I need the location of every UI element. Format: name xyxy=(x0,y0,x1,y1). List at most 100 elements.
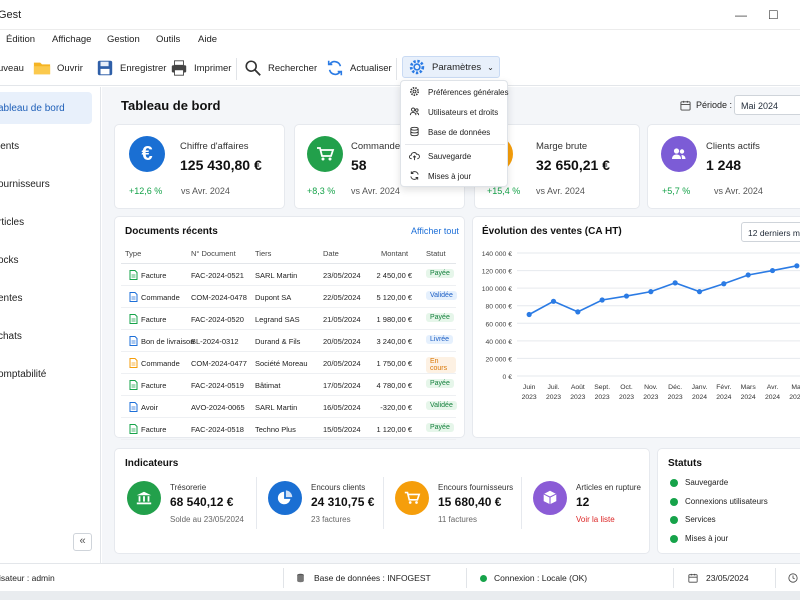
chart-range-select[interactable]: 12 derniers m xyxy=(741,222,800,242)
settings-button[interactable]: Paramètres ⌄ xyxy=(402,56,500,78)
folder-icon xyxy=(33,62,51,75)
table-row[interactable]: Avoir AVO-2024-0065 SARL Martin 16/05/2024 -… xyxy=(121,396,457,418)
cell-number: COM-2024-0478 xyxy=(191,293,247,302)
cell-party: Techno Plus xyxy=(255,425,296,434)
cell-date: 16/05/2024 xyxy=(323,403,361,412)
document-icon xyxy=(129,336,138,346)
table-row[interactable]: Bon de livraison BL-2024-0312 Durand & Fil… xyxy=(121,330,456,352)
indicator-sub: Solde au 23/05/2024 xyxy=(170,515,244,524)
kpi-delta: +8,3 % xyxy=(307,186,336,196)
minimize-icon[interactable]: — xyxy=(735,8,747,22)
bank-icon xyxy=(127,481,161,515)
table-row[interactable]: Facture FAC-2024-0520 Legrand SAS 21/05/202… xyxy=(121,308,456,330)
col-type: Type xyxy=(125,249,142,258)
settings-label: Paramètres xyxy=(432,61,482,73)
refresh-label: Actualiser xyxy=(350,62,392,74)
indicator-value: 15 680,40 € xyxy=(438,495,502,509)
data-point xyxy=(623,293,630,299)
cell-type: Commande xyxy=(141,359,180,368)
cell-type: Bon de livraison xyxy=(141,337,195,346)
y-tick-label: 40 000 € xyxy=(486,339,513,346)
sidebar-item-sales[interactable]: entes xyxy=(0,293,23,304)
save-button[interactable]: Enregistrer xyxy=(96,58,166,78)
menu-general-preferences[interactable]: Préférences générales xyxy=(401,82,509,102)
indicators-title: Indicateurs xyxy=(125,458,179,469)
x-tick-label: Août xyxy=(571,384,585,391)
table-row[interactable]: Facture FAC-2024-0519 Bâtimat 17/05/2024 4 7… xyxy=(121,374,456,396)
menu-outils[interactable]: Outils xyxy=(156,34,181,45)
table-row[interactable]: Commande COM-2024-0477 Société Moreau 20/05… xyxy=(121,352,456,374)
period-select[interactable]: Mai 2024 xyxy=(734,95,800,115)
status-separator xyxy=(283,568,284,588)
cell-type: Facture xyxy=(141,381,167,390)
data-point xyxy=(672,280,678,286)
indicator-title: Articles en rupture xyxy=(576,483,641,492)
menu-affichage[interactable]: Affichage xyxy=(52,34,92,45)
cell-amount: 1 120,00 € xyxy=(376,425,412,434)
document-icon xyxy=(129,424,138,434)
cell-number: FAC-2024-0521 xyxy=(191,271,244,280)
cell-date: 17/05/2024 xyxy=(323,381,361,390)
table-row[interactable]: Facture FAC-2024-0518 Techno Plus 15/05/202… xyxy=(121,418,456,440)
table-row[interactable]: Commande COM-2024-0478 Dupont SA 22/05/2024… xyxy=(121,286,457,308)
open-button[interactable]: Ouvrir xyxy=(33,58,83,78)
check-icon xyxy=(670,516,678,524)
status-connection: Connexion : Locale (OK) xyxy=(494,573,588,583)
col-date: Date xyxy=(323,249,339,258)
indicator-sub: 11 factures xyxy=(438,515,477,524)
x-tick-year: 2023 xyxy=(595,394,610,401)
data-point xyxy=(769,267,776,274)
connection-ok-icon xyxy=(480,575,487,582)
show-all-link[interactable]: Afficher tout xyxy=(411,226,459,236)
sidebar-item-accounting[interactable]: omptabilité xyxy=(0,369,47,380)
cell-amount: 1 750,00 € xyxy=(376,359,412,368)
search-button[interactable]: Rechercher xyxy=(244,58,317,78)
sidebar-item-stocks[interactable]: ocks xyxy=(0,255,19,266)
kpi-value: 125 430,80 € xyxy=(180,157,262,173)
cell-date: 15/05/2024 xyxy=(323,425,361,434)
database-icon xyxy=(410,126,419,137)
cell-type: Facture xyxy=(141,425,167,434)
data-point xyxy=(745,272,751,278)
calendar-icon xyxy=(688,573,698,583)
cell-party: Dupont SA xyxy=(255,293,292,302)
status-badge: Payée xyxy=(426,269,454,278)
document-icon xyxy=(129,358,138,368)
print-label: Imprimer xyxy=(194,62,232,74)
kpi-title: Commandes xyxy=(351,141,405,152)
see-list-link[interactable]: Voir la liste xyxy=(576,515,615,524)
menu-database[interactable]: Base de données xyxy=(401,122,509,142)
maximize-icon[interactable]: ☐ xyxy=(768,8,779,22)
table-row[interactable]: Facture FAC-2024-0521 SARL Martin 23/05/202… xyxy=(121,264,456,286)
menu-backup[interactable]: Sauvegarde xyxy=(401,146,509,166)
refresh-button[interactable]: Actualiser xyxy=(326,58,392,78)
new-button[interactable]: uveau xyxy=(0,58,24,78)
sidebar-item-clients[interactable]: ients xyxy=(0,141,20,152)
kpi-value: 58 xyxy=(351,157,367,173)
status-item: Mises à jour xyxy=(685,533,729,543)
series-line xyxy=(528,265,797,316)
sidebar-item-purchases[interactable]: chats xyxy=(0,331,22,342)
page-title: Tableau de bord xyxy=(121,98,221,113)
document-icon xyxy=(129,314,138,324)
kpi-value: 1 248 xyxy=(706,157,742,173)
menu-aide[interactable]: Aide xyxy=(198,34,218,45)
menu-users-rights[interactable]: Utilisateurs et droits xyxy=(401,102,509,122)
users-icon xyxy=(661,136,697,172)
sidebar-item-articles[interactable]: rticles xyxy=(0,217,25,228)
sidebar-item-suppliers[interactable]: ournisseurs xyxy=(0,179,50,190)
menu-edition[interactable]: Édition xyxy=(6,34,36,45)
menu-updates[interactable]: Mises à jour xyxy=(401,166,509,186)
cell-party: Legrand SAS xyxy=(255,315,300,324)
x-tick-label: Janv. xyxy=(692,384,708,391)
collapse-sidebar-button[interactable]: « xyxy=(73,533,92,551)
data-point xyxy=(648,289,654,295)
menu-label: Sauvegarde xyxy=(428,152,472,161)
data-point xyxy=(550,298,557,304)
menu-gestion[interactable]: Gestion xyxy=(107,34,140,45)
documents-title: Documents récents xyxy=(125,226,218,237)
print-button[interactable]: Imprimer xyxy=(170,58,231,78)
sidebar-item-dashboard[interactable]: ableau de bord xyxy=(0,92,92,124)
document-icon xyxy=(129,402,138,412)
kpi-value: 32 650,21 € xyxy=(536,157,610,173)
